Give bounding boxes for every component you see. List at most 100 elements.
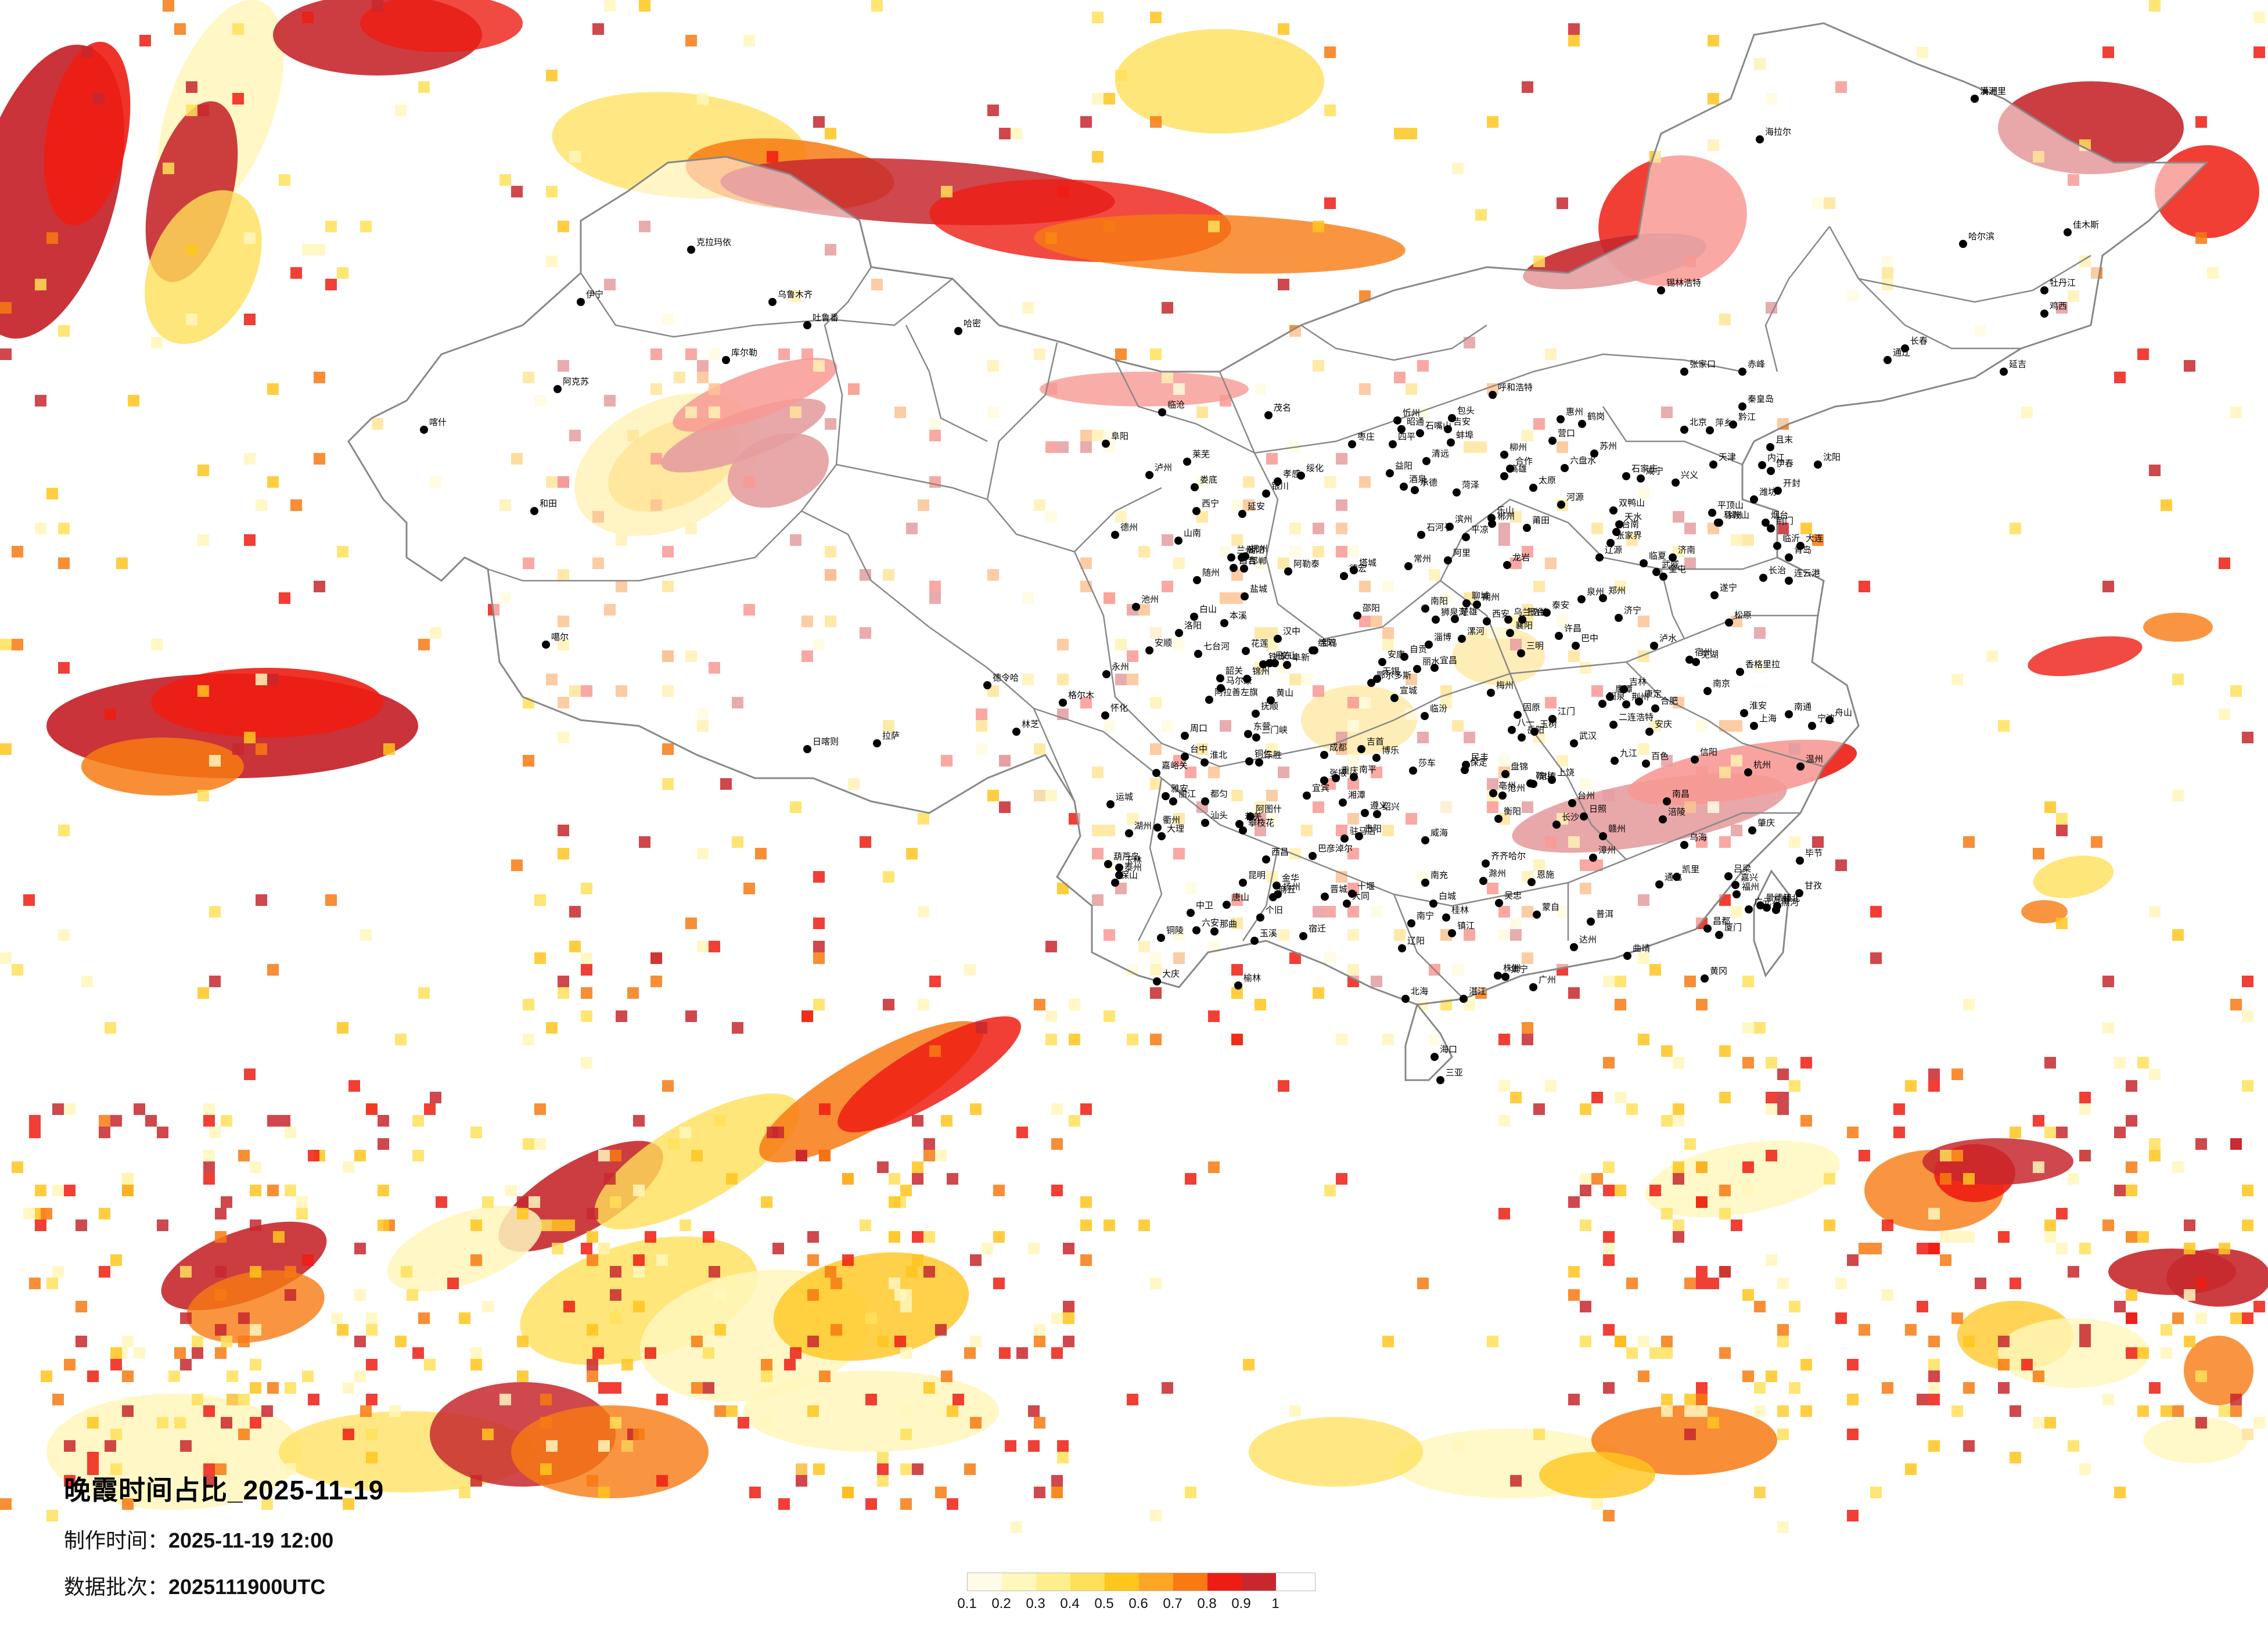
- city-dot: [1389, 440, 1397, 448]
- field-cell: [523, 1034, 534, 1045]
- field-cell: [1313, 221, 1324, 232]
- city-label: 吴忠: [1504, 890, 1522, 901]
- field-cell: [0, 348, 12, 360]
- city-marker: 南阳: [1421, 596, 1448, 613]
- city-marker: 营口: [1548, 428, 1575, 445]
- city-label: 武汉: [1579, 731, 1597, 741]
- city-label: 北海: [1411, 986, 1428, 997]
- city-label: 六安: [1202, 918, 1219, 928]
- city-marker: 宿州: [1685, 647, 1712, 664]
- field-cell: [285, 1266, 296, 1278]
- field-cell: [2184, 360, 2195, 372]
- field-cell: [2149, 1138, 2161, 1150]
- city-dot: [1529, 484, 1537, 492]
- field-cell: [407, 1289, 418, 1301]
- city-marker: 莎车: [1409, 758, 1436, 775]
- field-cell: [354, 1150, 366, 1161]
- field-cell: [1063, 1312, 1074, 1324]
- city-marker: 莆田: [1523, 515, 1550, 532]
- legend-swatch: [1242, 1573, 1276, 1591]
- field-cell: [1580, 1301, 1591, 1312]
- city-marker: 昌吉: [1230, 555, 1256, 572]
- field-cell: [610, 1196, 621, 1208]
- city-dot: [1555, 632, 1563, 640]
- city-dot: [1738, 368, 1746, 376]
- field-cell: [285, 1463, 296, 1475]
- city-dot: [1303, 792, 1311, 800]
- city-marker: 昌都: [1703, 916, 1730, 933]
- field-cell: [1661, 1336, 1673, 1347]
- city-label: 成都: [1329, 742, 1347, 753]
- city-label: 盐城: [1250, 584, 1267, 594]
- field-cell: [633, 1254, 645, 1266]
- city-dot: [1680, 841, 1688, 849]
- field-cell: [325, 221, 337, 232]
- field-cell: [912, 1231, 923, 1243]
- city-marker: 舟山: [1825, 707, 1852, 724]
- field-cell: [52, 1103, 64, 1115]
- city-label: 合作: [1515, 456, 1533, 466]
- city-marker: 张家口: [1680, 359, 1716, 376]
- city-dot: [1201, 797, 1209, 805]
- city-dot: [1273, 882, 1281, 890]
- field-cell: [1708, 93, 1719, 105]
- field-cell: [2195, 1278, 2207, 1289]
- field-cell: [1016, 1127, 1028, 1138]
- field-cell: [110, 1347, 122, 1359]
- city-label: 福州: [1742, 882, 1759, 892]
- field-cell: [197, 105, 209, 116]
- city-marker: 拉萨: [873, 731, 900, 747]
- field-cell: [244, 314, 256, 325]
- city-dot: [983, 681, 991, 689]
- city-dot: [1692, 658, 1700, 666]
- city-marker: 盘锦: [1501, 761, 1528, 778]
- city-marker: 德令哈: [983, 672, 1019, 689]
- field-cell: [1324, 1185, 1336, 1196]
- field-cell: [58, 325, 70, 337]
- production-time-label: 制作时间：: [64, 1529, 169, 1553]
- field-cell: [680, 1127, 691, 1138]
- city-dot: [1145, 471, 1153, 479]
- city-dot: [1612, 528, 1620, 536]
- field-cell: [1835, 1312, 1847, 1324]
- city-marker: 常州: [1404, 553, 1431, 570]
- city-label: 武威: [1662, 559, 1679, 570]
- city-label: 内江: [1767, 452, 1785, 463]
- field-cell: [1289, 952, 1301, 964]
- field-cell: [720, 778, 732, 790]
- field-cell: [813, 952, 825, 964]
- field-cell: [1011, 1521, 1022, 1533]
- field-cell: [2184, 1220, 2195, 1231]
- city-dot: [1192, 507, 1201, 515]
- field-cell: [1615, 999, 1626, 1010]
- city-dot: [1733, 890, 1741, 898]
- field-cell: [378, 1115, 389, 1127]
- city-dot: [1489, 391, 1497, 399]
- field-cell: [1603, 1057, 1615, 1069]
- field-cell: [1069, 1034, 1080, 1045]
- city-marker: 益阳: [1386, 461, 1412, 477]
- field-cell: [1034, 1417, 1045, 1429]
- city-dot: [1590, 449, 1598, 458]
- city-label: 郴州: [1497, 511, 1515, 521]
- city-label: 格尔木: [1068, 690, 1094, 700]
- city-dot: [1609, 506, 1618, 515]
- city-dot: [1448, 414, 1456, 422]
- field-cell: [1917, 1301, 1928, 1312]
- field-cell: [2126, 1231, 2137, 1243]
- field-cell: [52, 1266, 64, 1278]
- city-marker: 松原: [1725, 610, 1752, 627]
- city-label: 台北: [1782, 893, 1800, 904]
- field-cell: [552, 1243, 563, 1254]
- field-cell: [941, 186, 953, 197]
- field-cell: [232, 23, 244, 35]
- field-cell: [1742, 976, 1754, 987]
- city-marker: 乌海: [1680, 832, 1707, 849]
- field-cell: [999, 1347, 1011, 1359]
- field-cell: [1777, 1103, 1789, 1115]
- city-marker: 吉林: [1620, 677, 1647, 693]
- field-cell: [1963, 999, 1975, 1010]
- city-marker: 周口: [1181, 723, 1207, 740]
- field-cell: [1115, 70, 1127, 81]
- field-cell: [99, 1127, 110, 1138]
